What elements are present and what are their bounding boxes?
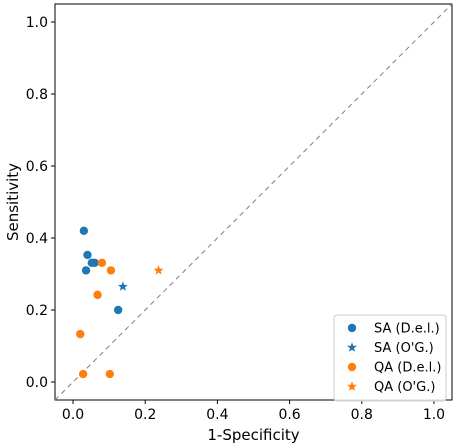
x-tick-label: 1.0 (423, 407, 445, 423)
legend-marker (347, 342, 357, 352)
legend: SA (D.e.l.) SA (O'G.) QA (D.e.l.) QA (O'G.) (333, 314, 447, 402)
data-point (79, 226, 89, 235)
diagonal-reference-line (54, 3, 453, 401)
legend-label: QA (O'G.) (374, 380, 435, 395)
data-point (105, 369, 115, 379)
x-axis-title: 1-Specificity (207, 426, 299, 444)
data-point (113, 305, 123, 315)
data-points (76, 226, 164, 379)
plot-frame (54, 3, 453, 401)
legend-marker (347, 323, 357, 333)
y-axis-ticks: 0.0 0.2 0.4 0.6 0.8 1.0 (26, 15, 55, 391)
y-tick-label: 0.0 (26, 375, 48, 391)
data-point (106, 266, 116, 275)
data-point (81, 266, 91, 275)
x-tick-label: 0.0 (62, 407, 84, 423)
x-tick-label: 0.8 (351, 407, 373, 423)
x-axis-ticks: 0.0 0.2 0.4 0.6 0.8 1.0 (62, 400, 445, 423)
legend-label: SA (D.e.l.) (374, 322, 440, 337)
data-point (76, 329, 85, 339)
plot-area (54, 3, 453, 401)
legend-marker (347, 362, 357, 372)
data-point (117, 281, 128, 291)
data-point (153, 265, 164, 275)
y-tick-label: 0.2 (26, 303, 48, 319)
y-tick-label: 0.8 (26, 87, 48, 103)
x-tick-label: 0.6 (278, 407, 300, 423)
legend-label: SA (O'G.) (374, 341, 434, 356)
data-point (83, 250, 92, 260)
y-tick-label: 0.6 (26, 159, 48, 175)
y-tick-label: 1.0 (26, 15, 48, 31)
y-axis-title: Sensitivity (4, 163, 22, 241)
x-tick-label: 0.4 (206, 407, 228, 423)
legend-label: QA (D.e.l.) (374, 361, 441, 376)
data-point (78, 369, 88, 379)
data-point (93, 290, 102, 300)
data-point (97, 258, 107, 268)
legend-box (333, 314, 447, 402)
x-tick-label: 0.2 (134, 407, 156, 423)
legend-marker (347, 381, 357, 391)
data-point (90, 258, 99, 268)
y-tick-label: 0.4 (26, 231, 48, 247)
